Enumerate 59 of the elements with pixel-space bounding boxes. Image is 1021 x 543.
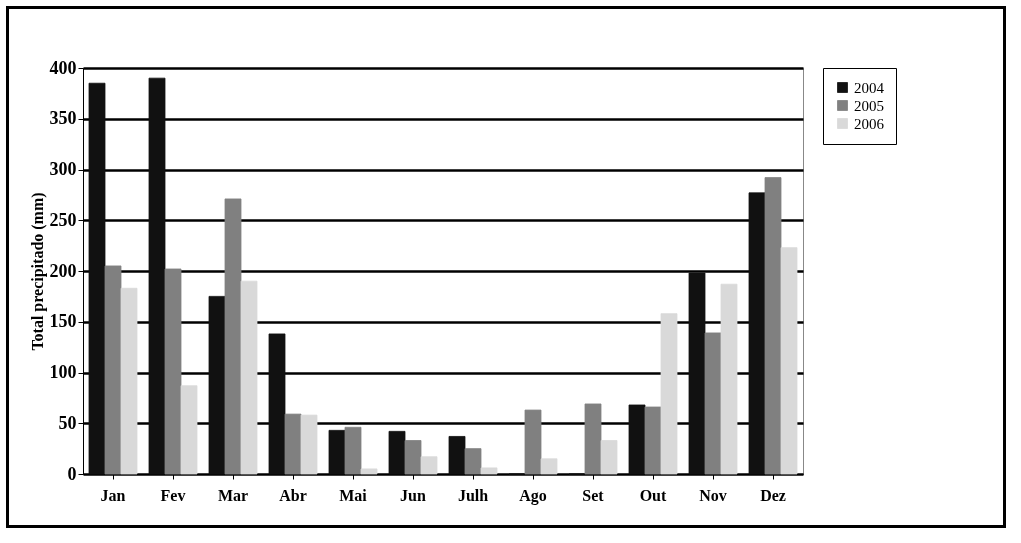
bar	[688, 272, 706, 475]
bar	[88, 82, 106, 475]
bar	[208, 295, 226, 475]
bar	[480, 467, 498, 475]
bar	[120, 287, 138, 475]
x-tick-label: Jun	[400, 486, 426, 504]
bar	[764, 177, 782, 475]
x-tick-label: Julh	[457, 486, 489, 504]
bar	[344, 426, 362, 475]
x-tick-label: Mar	[217, 486, 249, 504]
y-axis-title: Total precipitado (mm)	[28, 192, 47, 351]
bar	[328, 429, 346, 475]
bar	[268, 333, 286, 475]
y-tick-label: 300	[49, 159, 77, 179]
y-tick-label: 100	[49, 362, 77, 382]
x-tick-label: Nov	[699, 486, 727, 504]
bar	[448, 436, 466, 475]
x-tick-label: Mai	[339, 486, 368, 504]
bar	[780, 247, 798, 475]
y-tick-label: 0	[67, 463, 77, 484]
legend-label: 2006	[854, 115, 885, 132]
bar	[600, 440, 618, 475]
bar	[360, 468, 378, 475]
x-tick-label: Jan	[100, 486, 126, 504]
x-tick-label: Fev	[160, 486, 186, 504]
legend-label: 2005	[854, 97, 884, 114]
y-tick-label: 200	[49, 260, 77, 281]
bar	[540, 458, 558, 475]
x-tick-label: Out	[639, 486, 668, 504]
bar	[104, 265, 122, 475]
bar	[524, 409, 542, 475]
bar	[180, 385, 198, 475]
bar	[284, 413, 302, 475]
x-tick-label: Abr	[279, 486, 307, 504]
bar	[584, 403, 602, 475]
y-tick-label: 250	[49, 209, 77, 230]
bar	[300, 414, 318, 475]
y-tick-label: 50	[58, 412, 77, 433]
bar	[148, 77, 166, 475]
bar	[404, 440, 422, 475]
y-tick-label: 350	[49, 108, 77, 129]
x-tick-label: Set	[582, 486, 605, 504]
legend-label: 2004	[854, 79, 885, 96]
bar	[388, 430, 406, 475]
bar	[164, 268, 182, 475]
y-tick-label: 150	[49, 311, 77, 332]
bar	[660, 313, 678, 475]
x-tick-label: Ago	[519, 486, 547, 505]
bar	[704, 332, 722, 475]
bar	[644, 406, 662, 475]
bar	[464, 448, 482, 475]
bar	[420, 456, 438, 475]
bar	[224, 198, 242, 475]
bar	[720, 283, 738, 475]
y-tick-label: 400	[49, 57, 77, 78]
bar	[240, 280, 258, 475]
bar	[628, 404, 646, 475]
x-tick-label: Dez	[760, 486, 786, 504]
bar	[748, 192, 766, 475]
